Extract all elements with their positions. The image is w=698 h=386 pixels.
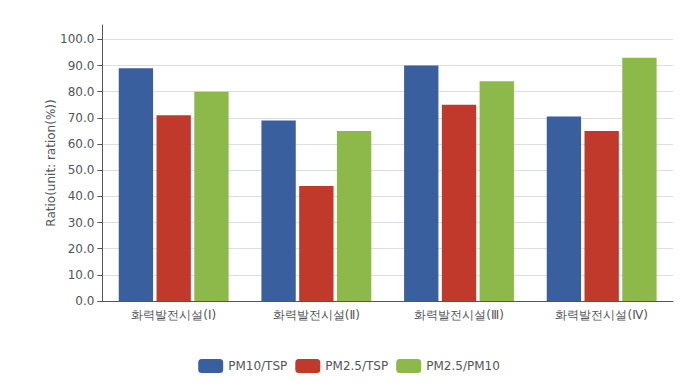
svg-text:70.0: 70.0	[68, 111, 95, 125]
svg-text:60.0: 60.0	[68, 137, 95, 151]
svg-text:20.0: 20.0	[68, 242, 95, 256]
svg-text:90.0: 90.0	[68, 59, 95, 73]
svg-text:30.0: 30.0	[68, 216, 95, 230]
svg-text:화력발전시설(Ⅲ): 화력발전시설(Ⅲ)	[414, 308, 504, 322]
svg-text:100.0: 100.0	[60, 32, 94, 46]
svg-text:PM2.5/PM10: PM2.5/PM10	[426, 359, 500, 373]
svg-text:Ratio(unit: ration(%)): Ratio(unit: ration(%))	[44, 99, 58, 226]
svg-text:80.0: 80.0	[68, 85, 95, 99]
svg-text:화력발전시설(Ⅳ): 화력발전시설(Ⅳ)	[555, 308, 647, 322]
svg-text:10.0: 10.0	[68, 268, 95, 282]
svg-text:50.0: 50.0	[68, 163, 95, 177]
svg-text:PM10/TSP: PM10/TSP	[228, 359, 287, 373]
svg-text:화력발전시설(Ⅱ): 화력발전시설(Ⅱ)	[273, 308, 360, 322]
svg-text:PM2.5/TSP: PM2.5/TSP	[325, 359, 388, 373]
svg-text:화력발전시설(I): 화력발전시설(I)	[131, 308, 216, 322]
svg-text:0.0: 0.0	[75, 294, 94, 308]
svg-text:40.0: 40.0	[68, 189, 95, 203]
